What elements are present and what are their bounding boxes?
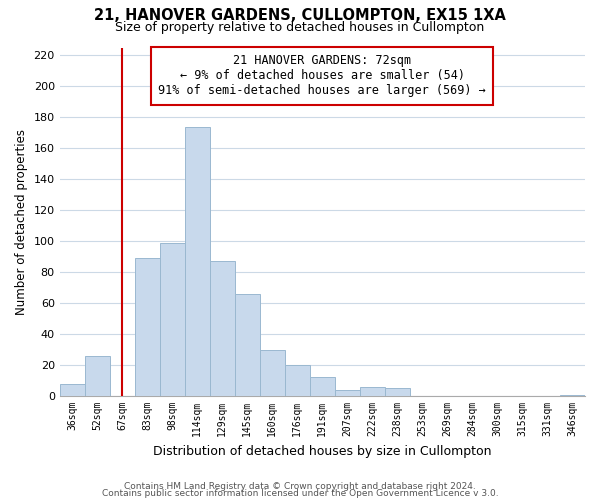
Text: Size of property relative to detached houses in Cullompton: Size of property relative to detached ho… (115, 22, 485, 35)
Bar (59, 384, 85, 396)
Text: 21 HANOVER GARDENS: 72sqm
← 9% of detached houses are smaller (54)
91% of semi-d: 21 HANOVER GARDENS: 72sqm ← 9% of detach… (158, 54, 486, 98)
Bar (185, 126, 210, 396)
Bar (85, 356, 110, 396)
Bar (285, 365, 310, 396)
Bar (560, 394, 585, 396)
Bar (235, 294, 260, 396)
Bar (160, 242, 185, 396)
Bar (335, 390, 360, 396)
X-axis label: Distribution of detached houses by size in Cullompton: Distribution of detached houses by size … (153, 444, 491, 458)
Bar (360, 387, 385, 396)
Bar (210, 262, 235, 396)
Text: Contains HM Land Registry data © Crown copyright and database right 2024.: Contains HM Land Registry data © Crown c… (124, 482, 476, 491)
Bar (135, 258, 160, 396)
Y-axis label: Number of detached properties: Number of detached properties (15, 129, 28, 315)
Text: Contains public sector information licensed under the Open Government Licence v : Contains public sector information licen… (101, 489, 499, 498)
Bar (260, 350, 285, 396)
Bar (385, 388, 410, 396)
Text: 21, HANOVER GARDENS, CULLOMPTON, EX15 1XA: 21, HANOVER GARDENS, CULLOMPTON, EX15 1X… (94, 8, 506, 22)
Bar (310, 378, 335, 396)
